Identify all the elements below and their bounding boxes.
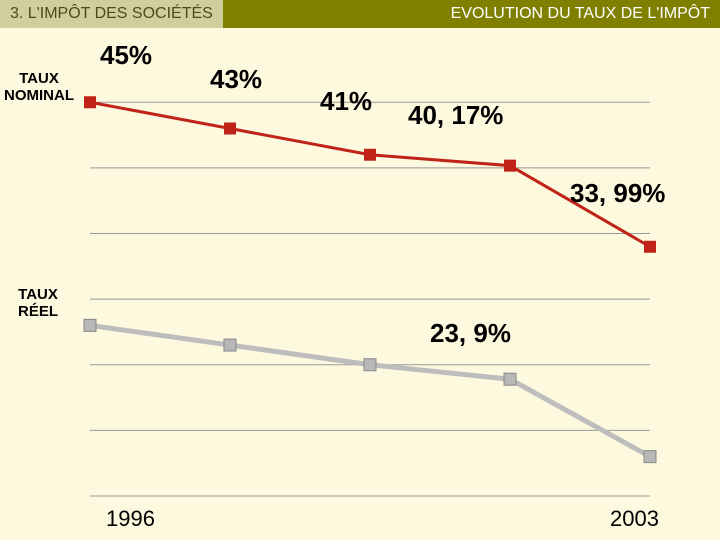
value-label-nominal-2: 41% bbox=[320, 86, 372, 117]
series-marker-nominal bbox=[364, 149, 376, 161]
series-marker-nominal bbox=[504, 160, 516, 172]
series-marker-reel bbox=[224, 339, 236, 351]
value-label-reel-3: 23, 9% bbox=[430, 318, 511, 349]
header-bar: 3. L'IMPÔT DES SOCIÉTÉS EVOLUTION DU TAU… bbox=[0, 0, 720, 28]
series-marker-nominal bbox=[644, 241, 656, 253]
value-label-nominal-1: 43% bbox=[210, 64, 262, 95]
series-label-nominal: TAUXNOMINAL bbox=[4, 70, 74, 104]
header-right: EVOLUTION DU TAUX DE L'IMPÔT bbox=[223, 0, 720, 28]
series-marker-nominal bbox=[84, 96, 96, 108]
series-label-reel: TAUXRÉEL bbox=[18, 286, 58, 320]
x-axis-label-start: 1996 bbox=[106, 506, 155, 532]
series-marker-reel bbox=[364, 359, 376, 371]
series-marker-nominal bbox=[224, 123, 236, 135]
series-marker-reel bbox=[644, 451, 656, 463]
series-line-reel bbox=[90, 325, 650, 456]
series-marker-reel bbox=[504, 373, 516, 385]
series-marker-reel bbox=[84, 319, 96, 331]
x-axis-label-end: 2003 bbox=[610, 506, 659, 532]
value-label-nominal-4: 33, 99% bbox=[570, 178, 665, 209]
value-label-nominal-0: 45% bbox=[100, 40, 152, 71]
series-line-nominal bbox=[90, 102, 650, 247]
chart-area: TAUXNOMINAL TAUXRÉEL 45% 43% 41% 40, 17%… bbox=[0, 28, 720, 540]
header-left: 3. L'IMPÔT DES SOCIÉTÉS bbox=[0, 0, 223, 28]
value-label-nominal-3: 40, 17% bbox=[408, 100, 503, 131]
